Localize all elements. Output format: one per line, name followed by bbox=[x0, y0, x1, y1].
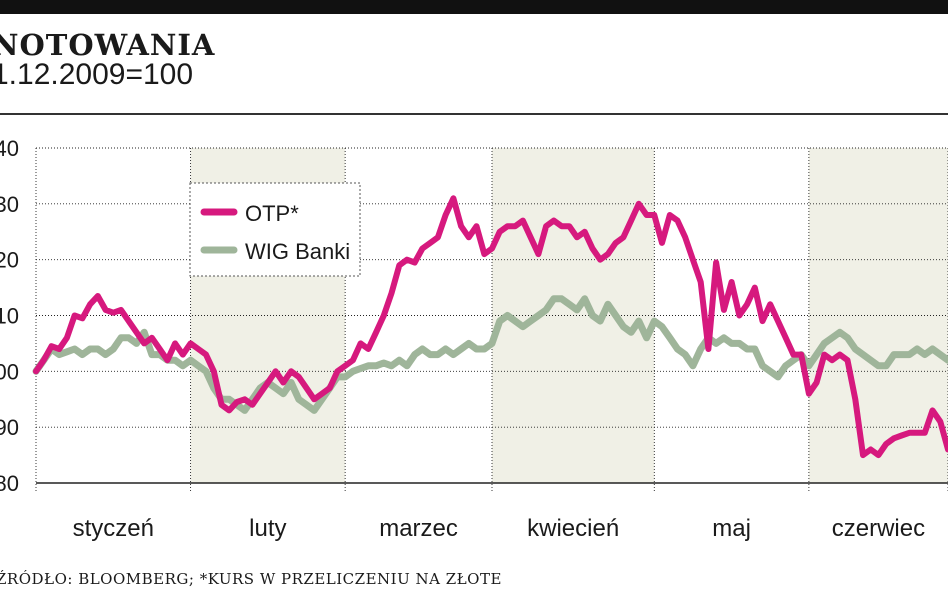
y-tick-label: 100 bbox=[0, 359, 19, 384]
y-tick-label: 110 bbox=[0, 304, 19, 329]
y-axis-ticks: 80 90 100 110 120 130 140 bbox=[0, 136, 19, 496]
x-tick-label-month: luty bbox=[249, 515, 286, 542]
chart-title: NOTOWANIA bbox=[0, 28, 216, 62]
y-tick-label: 90 bbox=[0, 415, 19, 440]
y-tick-label: 120 bbox=[0, 248, 19, 273]
x-tick-label-month: maj bbox=[712, 515, 751, 542]
series-wig-banki-line bbox=[32, 295, 948, 414]
series-otp-line bbox=[33, 195, 948, 459]
legend: OTP* WIG Banki bbox=[189, 182, 361, 277]
header-rule bbox=[0, 113, 948, 115]
line-chart: 80 90 100 110 120 130 140 OTP* WIG Banki stycz… bbox=[0, 136, 948, 542]
legend-box bbox=[189, 182, 361, 277]
series-lines bbox=[32, 195, 948, 459]
x-axis-month-labels: styczeń luty marzec kwiecień maj czerwiec bbox=[73, 515, 926, 542]
y-tick-label: 130 bbox=[0, 192, 19, 217]
x-tick-label-month: kwiecień bbox=[527, 515, 619, 542]
chart-subtitle: 1.12.2009=100 bbox=[0, 58, 194, 91]
x-tick-label-month: styczeń bbox=[73, 515, 154, 542]
top-bar bbox=[0, 0, 948, 14]
x-tick-label-month: czerwiec bbox=[832, 515, 925, 542]
y-tick-label: 140 bbox=[0, 136, 19, 161]
y-tick-label: 80 bbox=[0, 471, 19, 496]
legend-label-wig: WIG Banki bbox=[245, 239, 350, 264]
legend-label-otp: OTP* bbox=[245, 201, 299, 226]
x-tick-label-month: marzec bbox=[379, 515, 458, 542]
grid bbox=[35, 147, 948, 491]
source-note: ŹRÓDŁO: BLOOMBERG; *KURS W PRZELICZENIU … bbox=[0, 570, 502, 588]
